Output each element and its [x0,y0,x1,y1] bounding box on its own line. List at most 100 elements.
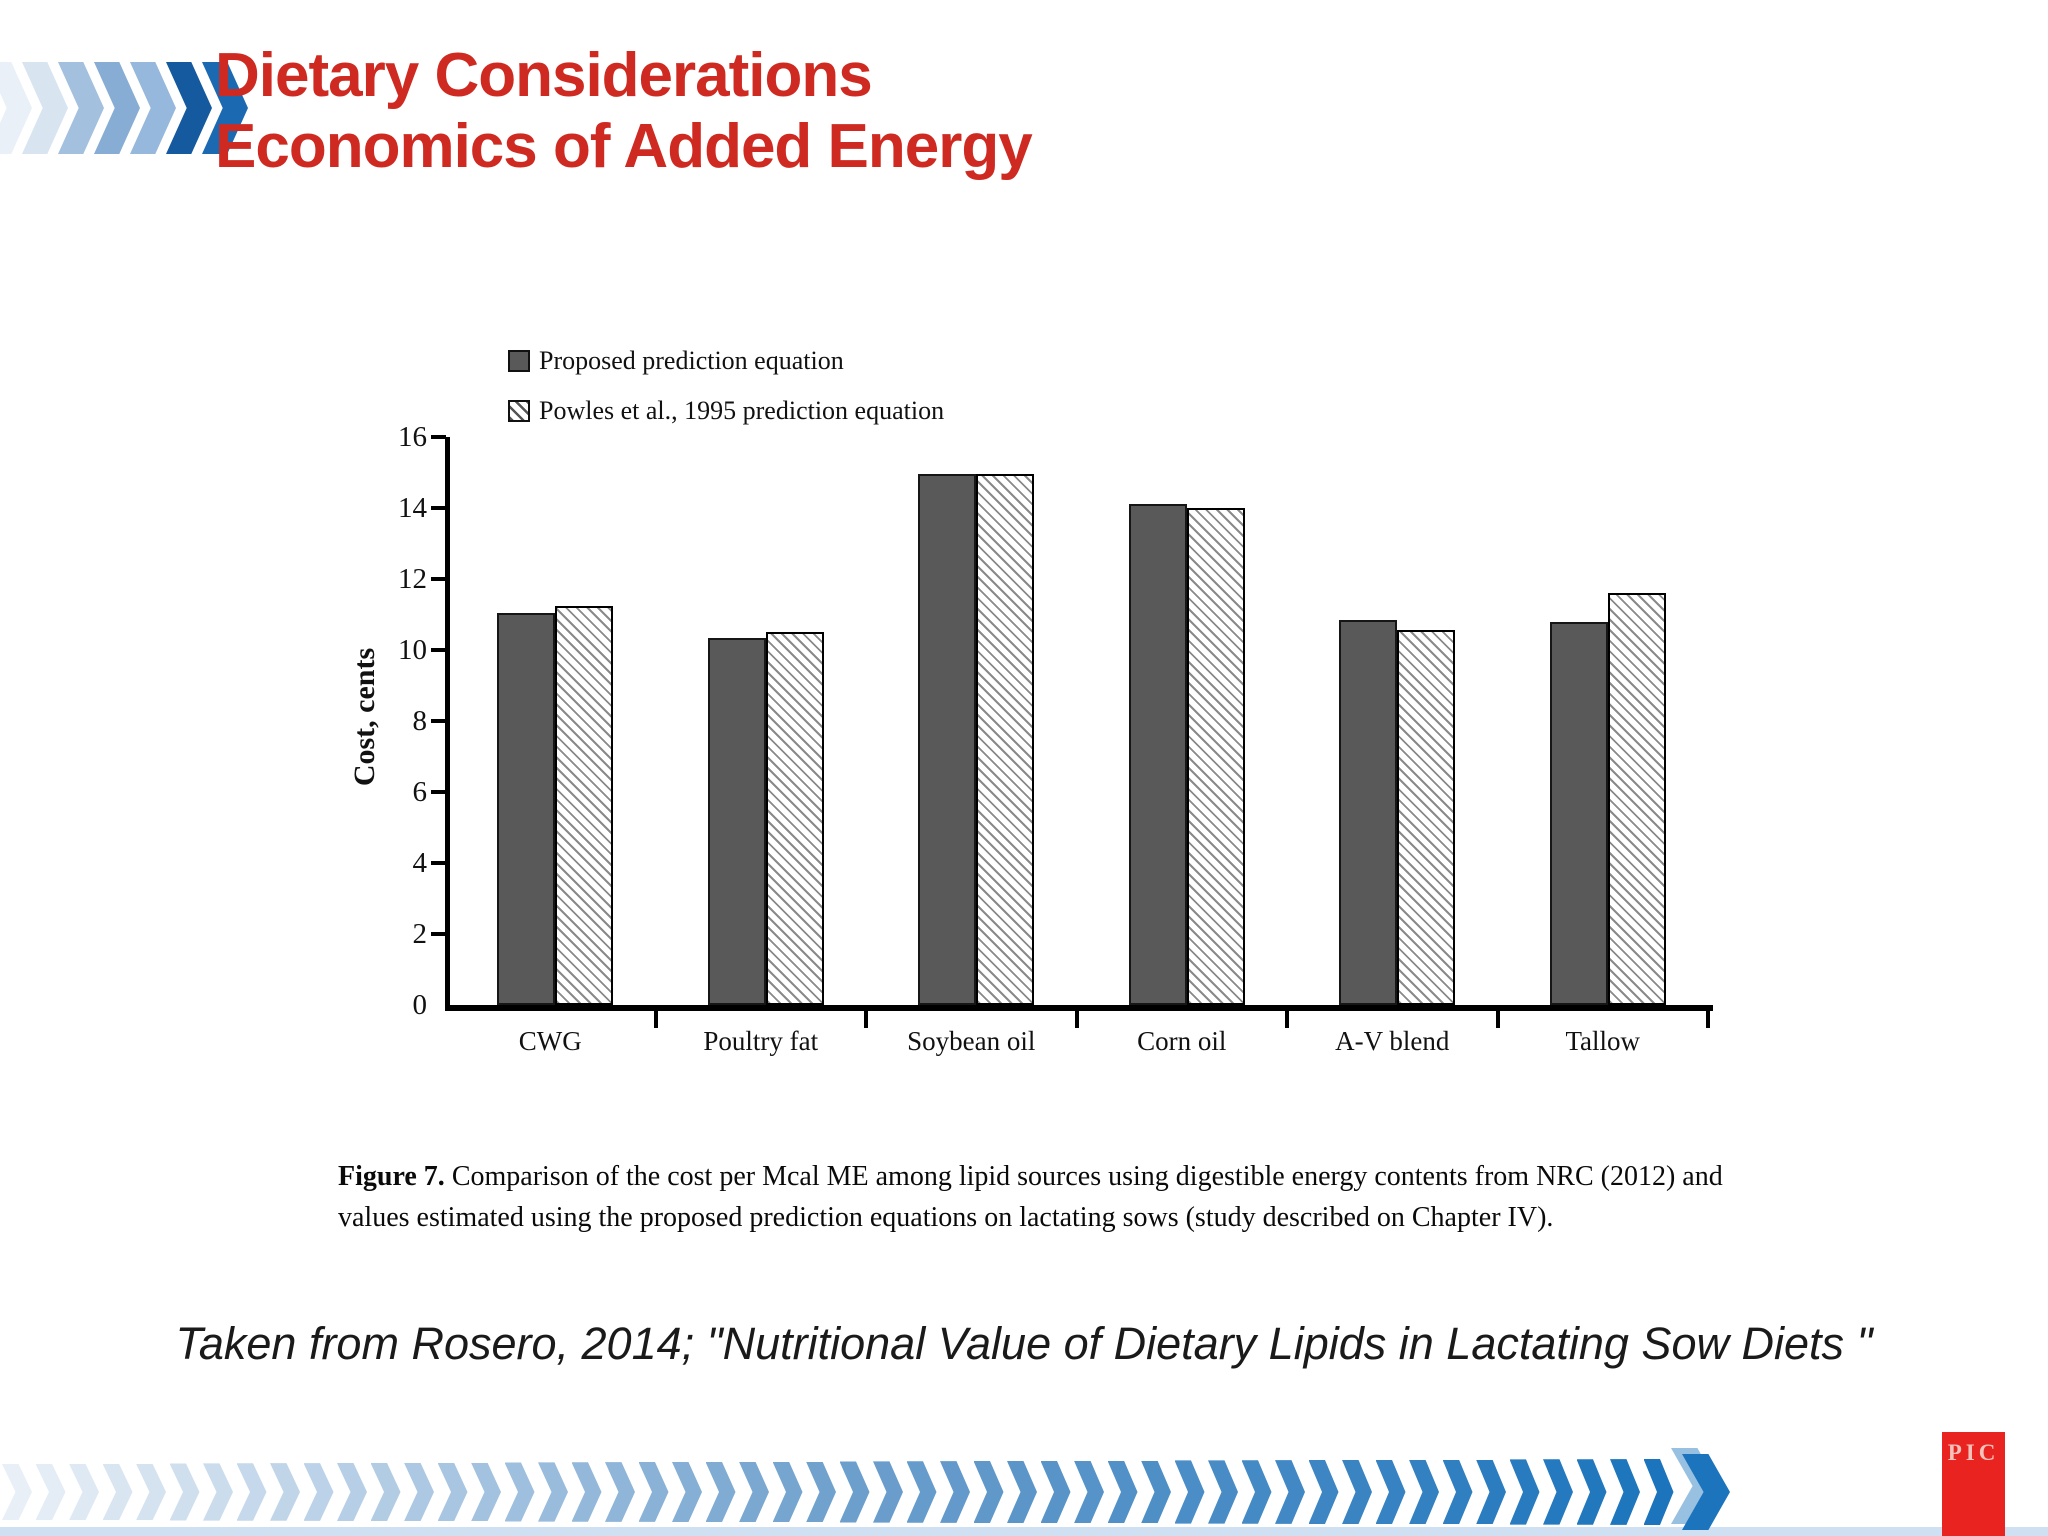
slide-title-line1: Dietary Considerations [215,41,873,110]
bottom-chevron-decoration [0,1448,2048,1536]
chevron-icon [102,1463,133,1521]
figure-caption-label: Figure 7. [338,1161,445,1192]
attribution-text: Taken from Rosero, 2014; "Nutritional Va… [175,1318,1873,1369]
chart-legend: Proposed prediction equation Powles et a… [508,344,944,444]
slide-title-line2: Economics of Added Energy [215,112,1033,181]
bar [976,474,1035,1005]
chevron-icon [0,62,32,154]
chevron-icon [370,1462,401,1522]
chevron-icon [1576,1459,1607,1525]
bar [1549,622,1608,1005]
y-tick-label: 10 [398,634,427,666]
figure-caption-text: Comparison of the cost per Mcal ME among… [338,1161,1723,1233]
x-tick-mark [864,1011,868,1028]
legend-item-proposed: Proposed prediction equation [508,344,944,378]
chevron-icon [1040,1460,1071,1524]
chevron-icon [1174,1460,1205,1524]
y-tick-mark [431,719,446,723]
x-tick-mark [1074,1011,1079,1028]
x-category-label: Soybean oil [907,1026,1036,1056]
legend-item-powles: Powles et al., 1995 prediction equation [508,394,944,428]
chevron-icon [1409,1459,1439,1525]
chevron-icon [136,1463,166,1521]
bar [918,474,977,1005]
bottom-strip [0,1527,2048,1536]
y-tick-label: 14 [398,492,427,524]
chevron-icon [203,1463,233,1521]
x-tick-mark [653,1011,658,1028]
chevron-icon [1241,1460,1272,1524]
y-tick-label: 0 [412,989,428,1021]
chevron-icon [270,1463,300,1521]
x-tick-mark [1706,1011,1710,1028]
y-tick-label: 12 [398,563,427,595]
chevron-icon [638,1462,669,1522]
chevron-icon [1275,1460,1305,1524]
chevron-icon [169,1463,200,1521]
top-chevron-decoration [0,62,248,154]
chevron-icon [839,1461,870,1523]
bar [707,638,766,1005]
chevron-icon [739,1461,769,1523]
figure-caption: Figure 7. Comparison of the cost per Mca… [338,1156,1778,1238]
chevron-icon [772,1461,803,1523]
chevron-icon [1141,1460,1171,1524]
bar [1397,630,1456,1005]
y-tick-label: 16 [398,421,427,453]
chevron-icon [504,1462,535,1522]
chevron-icon [404,1462,434,1522]
y-tick-mark [431,577,446,581]
solid-swatch-icon [508,350,530,372]
chevron-icon [1074,1460,1104,1524]
chevron-icon [705,1461,736,1523]
chevron-icon [35,1463,66,1521]
x-category-label: Poultry fat [703,1026,819,1056]
bar [555,606,614,1005]
chevron-icon [69,1463,99,1521]
chevron-icon [571,1462,602,1522]
chevron-icon [1007,1460,1037,1524]
y-tick-label: 4 [412,847,428,879]
chevron-icon [1442,1459,1473,1525]
chevron-icon [337,1462,367,1521]
x-category-label: A-V blend [1335,1026,1450,1056]
chevron-icon [1476,1459,1506,1525]
bar [1339,620,1398,1005]
chevron-icon [1671,1448,1730,1530]
chevron-icon [1509,1459,1540,1525]
chevron-icon [1610,1459,1640,1525]
chevron-icon [1342,1459,1372,1525]
bar [1607,593,1666,1005]
y-tick-label: 8 [412,705,428,737]
chevron-icon [2,1464,32,1520]
slide-title: Dietary Considerations Economics of Adde… [215,40,1033,182]
bar-chart-plot-area [445,437,1713,1011]
y-tick-mark [431,506,446,510]
y-tick-label: 6 [412,776,428,808]
y-tick-label: 2 [412,918,428,950]
x-category-label: Corn oil [1137,1026,1227,1056]
chevron-icon [906,1461,937,1523]
chevron-icon [236,1463,267,1521]
hatch-swatch-icon [508,400,530,422]
chevron-icon [1107,1460,1138,1524]
chevron-icon [471,1462,501,1522]
chevron-icon [1375,1459,1406,1525]
chevron-icon [672,1461,702,1523]
x-category-label: CWG [518,1026,582,1056]
chevron-icon [806,1461,836,1523]
y-tick-mark [431,648,446,652]
chevron-icon [873,1461,903,1523]
x-category-label: Tallow [1565,1026,1641,1056]
chevron-icon [1543,1459,1573,1525]
chevron-icon [1208,1460,1238,1524]
chevron-icon [538,1462,568,1522]
chevron-icon [605,1462,635,1522]
x-tick-mark [1495,1011,1500,1028]
chevron-icon [973,1461,1004,1523]
chevron-icon [940,1461,970,1523]
x-tick-mark [1285,1011,1289,1028]
chevron-icon [1308,1460,1339,1524]
chevron-icon [437,1462,468,1522]
y-tick-mark [431,435,446,439]
